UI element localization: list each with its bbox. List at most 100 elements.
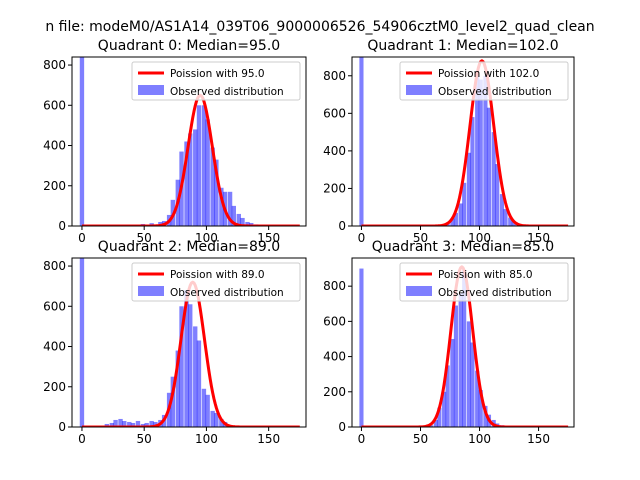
quadrant-2-hist-bar: [79, 258, 85, 427]
quadrant-0-poisson-line: [81, 93, 301, 226]
quadrant-2-hist-bar: [184, 290, 189, 427]
quadrant-1-hist-bar: [499, 194, 505, 226]
quadrant-3-ytick-label: 600: [323, 314, 346, 328]
quadrant-0-ytick-label: 0: [58, 219, 66, 233]
quadrant-1-plot-area: [359, 57, 569, 226]
quadrant-0-hist-bar: [201, 105, 207, 226]
quadrant-3-hist-bar: [478, 390, 483, 427]
quadrant-3-legend-box: [399, 262, 569, 302]
quadrant-3-hist-bar: [442, 391, 447, 427]
quadrant-3-hist-bar: [483, 405, 488, 427]
quadrant-2-axes-frame: [71, 257, 307, 428]
quadrant-0-hist-bar: [184, 141, 189, 226]
quadrant-2-hist-bar: [210, 410, 215, 427]
quadrant-1-xtick-label: 150: [527, 231, 550, 245]
quadrant-1-ytick-label: 0: [338, 219, 346, 233]
quadrant-1-hist-bar: [466, 152, 471, 226]
quadrant-1-hist-bar: [359, 57, 364, 226]
quadrant-2-legend-poisson-label: Poission with 89.0: [170, 269, 265, 281]
quadrant-3-ytick-label: 200: [323, 385, 346, 399]
quadrant-1-hist-bar: [508, 217, 513, 226]
quadrant-2-xtick-label: 150: [257, 432, 280, 446]
quadrant-2-xtick-label: 0: [78, 432, 86, 446]
quadrant-1-hist-bar: [470, 117, 475, 226]
quadrant-1-hist-bar: [453, 212, 458, 226]
quadrant-1-ytick-label: 600: [323, 106, 346, 120]
quadrant-2-legend-box: [131, 262, 301, 302]
quadrant-2-hist-bar: [196, 340, 202, 427]
quadrant-2-hist-bar: [122, 420, 127, 427]
quadrant-0-legend-box: [131, 61, 301, 101]
quadrant-3-panel: 0 50 100 150 0 200 400 600 800 Quadrant 3: Median…: [323, 239, 575, 446]
quadrant-1-legend-observed-label: Observed distribution: [438, 86, 552, 98]
quadrant-0-xtick-label: 0: [78, 231, 86, 245]
quadrant-2-xtick-label: 50: [137, 432, 152, 446]
quadrant-2-hist-bar: [170, 376, 175, 427]
quadrant-1-hist-bar: [486, 107, 492, 226]
quadrant-3-legend-observed-label: Observed distribution: [438, 287, 552, 299]
quadrant-3-xtick-label: 100: [468, 432, 491, 446]
quadrant-0-xtick-label: 100: [195, 231, 218, 245]
quadrant-1-hist-bar: [491, 132, 496, 226]
quadrant-0-hist-bar: [240, 217, 245, 226]
quadrant-2-ytick-label: 0: [58, 420, 66, 434]
quadrant-0-ytick-label: 600: [43, 98, 66, 112]
quadrant-0-panel: 0 50 100 150 0 200 400 600 800 Quadrant 0: Median…: [43, 38, 307, 245]
quadrant-2-xtick-label: 100: [195, 432, 218, 446]
quadrant-panels: 0 50 100 150 0 200 400 600 800 Quadrant 0: Median…: [43, 38, 575, 446]
quadrant-2-ytick-label: 600: [43, 299, 66, 313]
quadrant-0-xtick-label: 50: [137, 231, 152, 245]
quadrant-3-hist-bar: [458, 293, 463, 427]
quadrant-1-xtick-label: 100: [468, 231, 491, 245]
quadrant-1-hist-bar: [478, 79, 483, 226]
quadrant-2-hist-bar: [193, 326, 198, 427]
quadrant-1-hist-bar: [475, 75, 480, 226]
quadrant-3-xtick-label: 150: [527, 432, 550, 446]
quadrant-1-hist-bar: [483, 75, 488, 226]
quadrant-0-title: Quadrant 0: Median=95.0: [98, 38, 280, 54]
quadrant-0-hist-bar: [79, 57, 85, 226]
quadrant-2-legend-observed-label: Observed distribution: [170, 287, 284, 299]
quadrant-2-ytick-label: 400: [43, 340, 66, 354]
quadrant-2-hist-bar: [113, 419, 118, 427]
quadrant-3-ytick-label: 800: [323, 279, 346, 293]
quadrant-0-ytick-label: 200: [43, 179, 66, 193]
quadrant-0-hist-bar: [193, 129, 198, 226]
quadrant-0-xtick-label: 150: [257, 231, 280, 245]
quadrant-0-hist-bar: [214, 159, 219, 226]
quadrant-0-legend-observed-label: Observed distribution: [170, 86, 284, 98]
quadrant-0-hist-bar: [188, 133, 193, 226]
quadrant-0-axes-frame: [71, 56, 307, 227]
quadrant-2-hist-bar: [135, 420, 141, 427]
quadrant-1-ytick-label: 800: [323, 69, 346, 83]
quadrant-0-ytick-label: 800: [43, 58, 66, 72]
quadrant-3-title: Quadrant 3: Median=85.0: [372, 239, 554, 255]
quadrant-2-hist-bar: [144, 422, 149, 427]
quadrant-1-legend-hist-swatch: [406, 85, 432, 95]
quadrant-0-hist-bar: [231, 205, 236, 226]
quadrant-1-legend-poisson-label: Poission with 102.0: [438, 68, 539, 80]
quadrant-2-hist-bar: [118, 418, 123, 427]
quadrant-2-hist-bar: [109, 422, 115, 427]
quadrant-2-hist-bar: [175, 350, 180, 427]
quadrant-0-hist-bar: [245, 221, 250, 226]
quadrant-0-hist-bar: [196, 105, 202, 226]
quadrant-2-legend-hist-swatch: [138, 286, 164, 296]
quadrant-3-xtick-label: 0: [358, 432, 366, 446]
quadrant-2-panel: 0 50 100 150 0 200 400 600 800 Quadrant 2: Median…: [43, 239, 307, 446]
quadrant-3-ytick-label: 0: [338, 420, 346, 434]
quadrant-0-hist-bar: [236, 213, 241, 226]
quadrant-3-hist-bar: [359, 268, 364, 427]
quadrant-1-ytick-label: 400: [323, 144, 346, 158]
quadrant-1-xtick-label: 50: [413, 231, 428, 245]
quadrant-0-legend-poisson-label: Poission with 95.0: [170, 68, 265, 80]
quadrant-2-hist-bar: [130, 422, 136, 427]
quadrant-1-hist-bar: [458, 203, 463, 226]
quadrant-1-axes-frame: [351, 56, 575, 227]
quadrant-2-hist-bar: [153, 421, 158, 427]
quadrant-3-hist-bar: [429, 425, 434, 427]
quadrant-2-hist-bar: [201, 388, 207, 427]
quadrant-2-hist-bar: [179, 306, 184, 427]
quadrant-0-ytick-label: 400: [43, 139, 66, 153]
